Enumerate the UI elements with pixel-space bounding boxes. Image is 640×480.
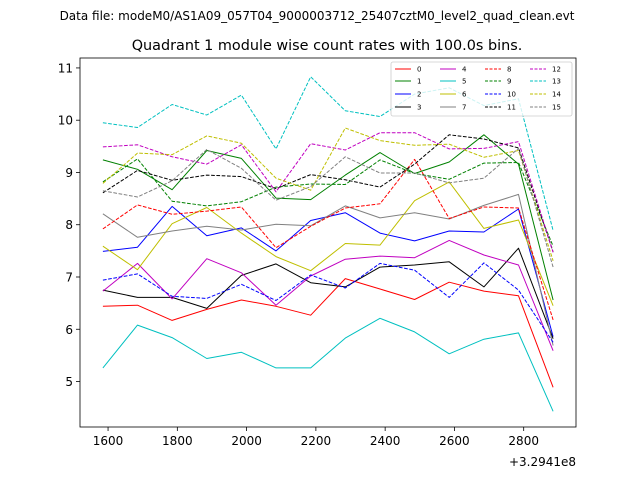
legend-label-10: 10 xyxy=(507,91,516,99)
series-line-8 xyxy=(102,158,554,321)
series-line-11 xyxy=(102,134,554,253)
y-tick-label: 11 xyxy=(58,61,73,75)
legend-frame xyxy=(390,61,573,117)
x-tick-label: 2800 xyxy=(508,434,539,448)
legend-label-13: 13 xyxy=(552,78,561,86)
series-line-3 xyxy=(102,247,554,339)
y-tick-label: 8 xyxy=(65,218,73,232)
y-tick-label: 9 xyxy=(65,166,73,180)
x-axis: 1600 1800 2000 2200 2400 2600 2800 xyxy=(93,427,539,448)
legend-label-5: 5 xyxy=(462,78,466,86)
x-tick-label: 1600 xyxy=(93,434,124,448)
legend-label-15: 15 xyxy=(552,104,561,112)
legend-label-2: 2 xyxy=(417,91,421,99)
legend-label-14: 14 xyxy=(552,91,561,99)
x-tick-label: 2400 xyxy=(370,434,401,448)
x-tick-label: 2200 xyxy=(301,434,332,448)
x-tick-label: 1800 xyxy=(162,434,193,448)
legend-label-4: 4 xyxy=(462,66,467,74)
data-file-label: Data file: modeM0/AS1A09_057T04_90000037… xyxy=(60,9,575,23)
series-line-10 xyxy=(102,262,554,343)
series-line-0 xyxy=(102,278,554,388)
y-axis: 5 6 7 8 9 10 11 xyxy=(58,61,80,389)
legend-label-0: 0 xyxy=(417,66,421,74)
y-tick-label: 5 xyxy=(65,375,73,389)
legend-label-11: 11 xyxy=(507,104,516,112)
series-line-4 xyxy=(102,239,554,351)
series-line-6 xyxy=(102,181,554,306)
series-line-9 xyxy=(102,158,554,247)
legend-label-1: 1 xyxy=(417,78,421,86)
y-tick-label: 10 xyxy=(58,114,73,128)
x-tick-label: 2000 xyxy=(231,434,262,448)
series-line-5 xyxy=(102,317,554,412)
legend-label-3: 3 xyxy=(417,104,421,112)
legend-label-7: 7 xyxy=(462,104,466,112)
y-tick-label: 7 xyxy=(65,270,73,284)
x-tick-label: 2600 xyxy=(439,434,470,448)
legend-label-6: 6 xyxy=(462,91,467,99)
chart-title: Quadrant 1 module wise count rates with … xyxy=(132,38,523,54)
plot-frame xyxy=(79,57,577,428)
legend-label-12: 12 xyxy=(552,66,561,74)
series-line-14 xyxy=(102,127,554,261)
series-line-7 xyxy=(102,193,554,346)
legend-label-9: 9 xyxy=(507,78,511,86)
legend-label-8: 8 xyxy=(507,66,511,74)
x-offset-label: +3.2941e8 xyxy=(509,455,576,469)
y-tick-label: 6 xyxy=(65,323,73,337)
series-line-1 xyxy=(102,134,554,301)
series-line-12 xyxy=(102,132,554,253)
series-line-15 xyxy=(102,147,554,268)
